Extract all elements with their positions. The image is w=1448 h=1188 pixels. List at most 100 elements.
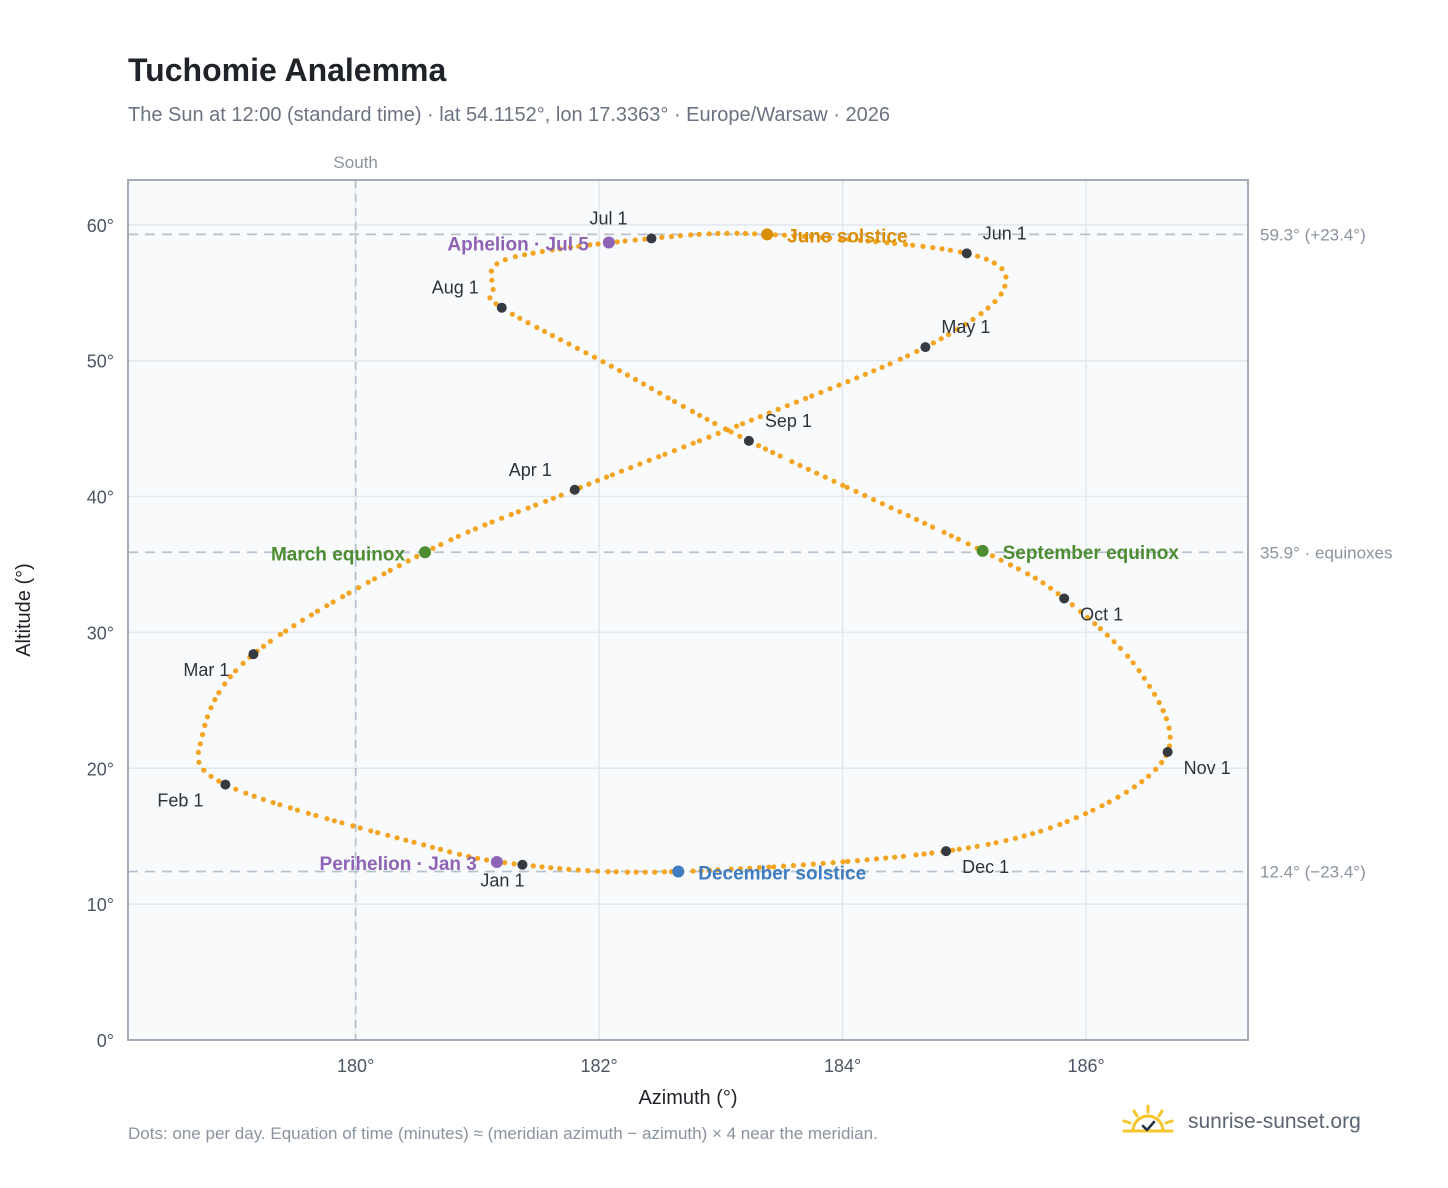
day-dot	[800, 862, 807, 868]
day-dot	[1025, 571, 1031, 577]
day-dot	[808, 234, 815, 240]
day-dot	[1032, 575, 1038, 581]
day-dot	[568, 244, 574, 250]
day-dot	[640, 381, 647, 387]
day-dot	[1055, 591, 1061, 597]
day-dot	[737, 433, 743, 439]
day-dot	[1064, 818, 1070, 825]
day-dot	[830, 860, 836, 866]
event-marker	[672, 865, 685, 878]
day-dot	[1130, 660, 1136, 666]
day-dot	[585, 868, 591, 874]
day-dot	[614, 239, 620, 245]
day-dot	[747, 865, 753, 871]
day-dot	[775, 406, 781, 412]
day-dot	[1106, 799, 1112, 805]
event-marker	[976, 544, 989, 557]
daily-dots	[195, 230, 1173, 875]
day-dot	[1136, 668, 1142, 674]
day-dot	[665, 395, 671, 401]
day-dot	[438, 541, 444, 548]
day-dot	[305, 810, 311, 816]
day-dot	[414, 553, 420, 560]
day-dot	[512, 254, 519, 260]
day-dot	[930, 245, 936, 251]
day-dot	[637, 461, 643, 467]
day-dot	[803, 395, 809, 402]
day-dot	[494, 261, 500, 267]
brand[interactable]: sunrise-sunset.org	[1120, 1104, 1361, 1140]
day-dot	[965, 845, 972, 851]
day-dot	[819, 234, 825, 241]
day-dot	[706, 434, 712, 440]
day-dot	[914, 348, 920, 354]
day-dot	[706, 231, 712, 237]
day-dot	[387, 567, 393, 574]
day-dot	[613, 869, 619, 875]
day-dot	[394, 835, 400, 841]
day-dot	[871, 368, 877, 374]
day-dot	[873, 239, 879, 245]
day-dot	[740, 421, 746, 427]
day-dot	[771, 864, 777, 870]
month-marker	[920, 342, 931, 353]
day-dot	[1166, 725, 1172, 731]
day-dot	[324, 603, 330, 609]
day-dot	[668, 233, 675, 240]
day-dot	[827, 386, 833, 392]
month-label: Apr 1	[509, 460, 552, 480]
month-label: May 1	[941, 317, 990, 337]
day-dot	[517, 315, 523, 321]
day-dot	[974, 843, 980, 849]
day-dot	[622, 238, 628, 244]
day-dot	[671, 448, 678, 454]
day-dot	[1125, 653, 1131, 659]
day-dot	[956, 846, 962, 852]
day-dot	[879, 364, 885, 370]
reference-line-label: 12.4° (−23.4°)	[1260, 863, 1366, 882]
day-dot	[195, 749, 201, 756]
day-dot	[624, 869, 631, 875]
day-dot	[827, 235, 833, 241]
day-dot	[752, 231, 758, 237]
day-dot	[530, 250, 536, 256]
day-dot	[525, 320, 531, 326]
day-dot	[403, 837, 409, 843]
day-dot	[1085, 614, 1091, 621]
day-dot	[586, 481, 592, 487]
day-dot	[493, 301, 499, 307]
day-dot	[662, 451, 668, 457]
day-dot	[978, 311, 984, 317]
month-marker	[1162, 746, 1173, 757]
day-dot	[484, 857, 490, 863]
day-dot	[957, 249, 964, 255]
day-dot	[921, 851, 927, 857]
day-dot	[947, 247, 954, 253]
plot-area	[128, 180, 1248, 1040]
day-dot	[240, 660, 246, 666]
day-dot	[539, 864, 545, 870]
month-marker	[517, 859, 528, 870]
day-dot	[199, 732, 206, 738]
day-dot	[677, 233, 684, 239]
day-dot	[887, 361, 893, 367]
day-dot	[603, 474, 610, 480]
day-dot	[864, 857, 870, 863]
day-dot	[646, 457, 652, 463]
day-dot	[814, 470, 820, 476]
day-dot	[657, 390, 663, 396]
day-dot	[704, 416, 710, 422]
day-dot	[879, 501, 886, 507]
x-tick-label: 182°	[581, 1056, 618, 1076]
day-dot	[818, 389, 824, 395]
day-dot	[809, 393, 815, 399]
day-dot	[690, 440, 696, 446]
day-dot	[595, 478, 601, 484]
day-dot	[251, 793, 257, 799]
event-label: Perihelion · Jan 3	[320, 854, 477, 875]
day-dot	[920, 243, 926, 249]
day-dot	[308, 612, 314, 618]
day-dot	[381, 571, 387, 577]
day-dot	[324, 816, 330, 822]
day-dot	[396, 563, 402, 569]
